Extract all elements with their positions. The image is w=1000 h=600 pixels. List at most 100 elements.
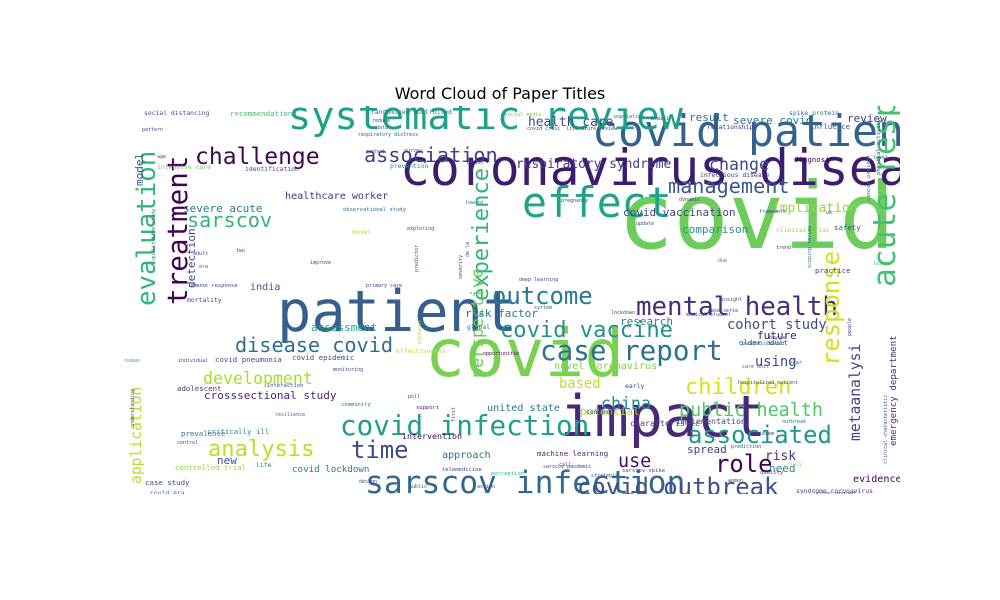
word-based: based <box>559 376 601 392</box>
word-sarscov-pandemic: sarscov pandemic <box>543 464 591 470</box>
word-framework: framework <box>759 209 786 215</box>
word-literature-review: literature review <box>566 126 618 132</box>
word-sarscov-spike: sarscov spike <box>622 468 665 474</box>
word-care-unit: care unit <box>742 364 769 370</box>
word-due: due <box>718 258 727 264</box>
word-achievem: achievem <box>750 431 774 437</box>
word-protocol: protocol <box>417 320 423 344</box>
word-improve: improve <box>310 260 331 266</box>
word-life: life <box>256 461 272 469</box>
word-application: application <box>128 387 145 484</box>
word-social-media: social media <box>505 112 541 118</box>
word-population: population <box>614 114 644 120</box>
word-clinical-trial: clinical trial <box>776 226 830 234</box>
word-cloud: covid pandemic covid coronavirus disease pa… <box>125 106 900 494</box>
word-level: level <box>873 155 888 161</box>
word-healthcare-worker: healthcare worker <box>285 191 388 202</box>
word-model: model <box>133 153 146 186</box>
word-effectiveness: effectiveness <box>396 347 446 355</box>
chart-title: Word Cloud of Paper Titles <box>394 84 606 103</box>
word-human: human <box>125 358 140 364</box>
word-covid-patient: covid patient <box>592 107 900 157</box>
word-metaanalysi: metaanalysi <box>847 344 864 441</box>
word-era: era <box>199 264 208 270</box>
word-comparison: comparison <box>682 223 748 236</box>
word-reduce: reduce <box>372 118 390 124</box>
word-children: children <box>685 374 791 400</box>
word-context: context <box>586 408 613 416</box>
word-year: year <box>789 360 803 366</box>
word-treatment: treatment <box>161 155 194 305</box>
word-method: method <box>366 149 384 155</box>
word-two: two <box>236 248 245 254</box>
word-association: association <box>364 143 498 167</box>
word-development: development <box>203 369 313 388</box>
word-perspective: perspective <box>468 268 487 378</box>
word-new: new <box>217 454 237 467</box>
word-action: action <box>477 484 495 490</box>
word-toward: toward <box>465 200 483 206</box>
word-survey: survey <box>404 148 422 154</box>
word-pregnancy: pregnancy <box>561 198 588 204</box>
word-change: change <box>709 155 769 174</box>
word-randomized-controlled: randomized controlled <box>371 108 452 116</box>
word-exploring: exploring <box>407 226 434 232</box>
word-scoping-review: scoping review <box>807 225 813 268</box>
word-respiratory-distress: respiratory distress <box>358 132 418 138</box>
word-age: age <box>157 154 166 160</box>
word-individual: individual <box>178 358 208 364</box>
word-time: time <box>351 436 409 464</box>
word-health-care: health care <box>528 115 613 130</box>
word-systematic-review: systematic review <box>288 106 684 139</box>
word-strategie: strategie <box>591 473 618 479</box>
word-older-adult: older adult <box>739 338 788 347</box>
word-novel-coronavirus: novel coronavirus <box>554 361 657 372</box>
word-impact: impact <box>560 384 766 450</box>
word-emergency-department: emergency department <box>888 335 899 446</box>
word-primary-care: primary care <box>366 283 402 289</box>
word-risk: risk <box>765 449 796 464</box>
word-assessment: assessment <box>311 321 377 334</box>
word-adult: adult <box>193 251 208 257</box>
word-relationship: relationship <box>707 123 753 131</box>
word-approach: approach <box>442 450 491 461</box>
word-italy: italy <box>787 462 802 468</box>
word-support: support <box>416 405 439 411</box>
word-effect: effect <box>522 179 672 227</box>
word-hospitalized-patient: hospitalized patient <box>738 380 798 386</box>
word-sarscov-infection: sarscov infection <box>365 465 685 494</box>
word-covid-infection: covid infection <box>340 409 589 442</box>
word-adolescent: adolescent <box>177 384 222 393</box>
word-implication: implication <box>772 201 857 216</box>
word-covid-vaccination: covid vaccination <box>623 206 736 219</box>
word-update: update <box>636 221 654 227</box>
word-public: public <box>409 484 427 490</box>
word-telemedicine: telemedicine <box>442 467 482 473</box>
word-outbreak: outbreak <box>782 419 806 425</box>
word-letter: letter <box>466 160 484 166</box>
word-opportunitie: opportunitie <box>483 351 519 357</box>
word-monitoring: monitoring <box>333 367 363 373</box>
word-community: community <box>341 402 371 408</box>
word-analysis: analysis <box>208 436 314 462</box>
word-understanding: understanding <box>130 389 136 428</box>
word-medical-student: medical student <box>686 312 731 318</box>
word-deep-learning: deep learning <box>519 277 558 283</box>
word-associated: associated <box>688 421 832 449</box>
word-public-health: public health <box>679 400 823 421</box>
word-potential: potential <box>580 405 640 418</box>
word-covid-era: covid era <box>150 489 185 494</box>
word-disease-covid: disease covid <box>235 333 393 357</box>
word-pattern: pattern <box>142 127 163 133</box>
word-physical-activity: physical activity <box>876 118 882 175</box>
word-severe-acute: severe acute <box>183 202 262 215</box>
word-system: system <box>534 305 552 311</box>
word-pandemic-covid: pandemic covid <box>742 341 784 347</box>
word-case-serie: case serie <box>708 308 738 314</box>
word-identification: identification <box>245 165 299 173</box>
word-case-report: case report <box>540 334 723 367</box>
word-controlled-trial: controlled trial <box>175 463 246 472</box>
word-global: global <box>467 323 490 331</box>
word-covid-lockdown: covid lockdown <box>292 464 369 475</box>
